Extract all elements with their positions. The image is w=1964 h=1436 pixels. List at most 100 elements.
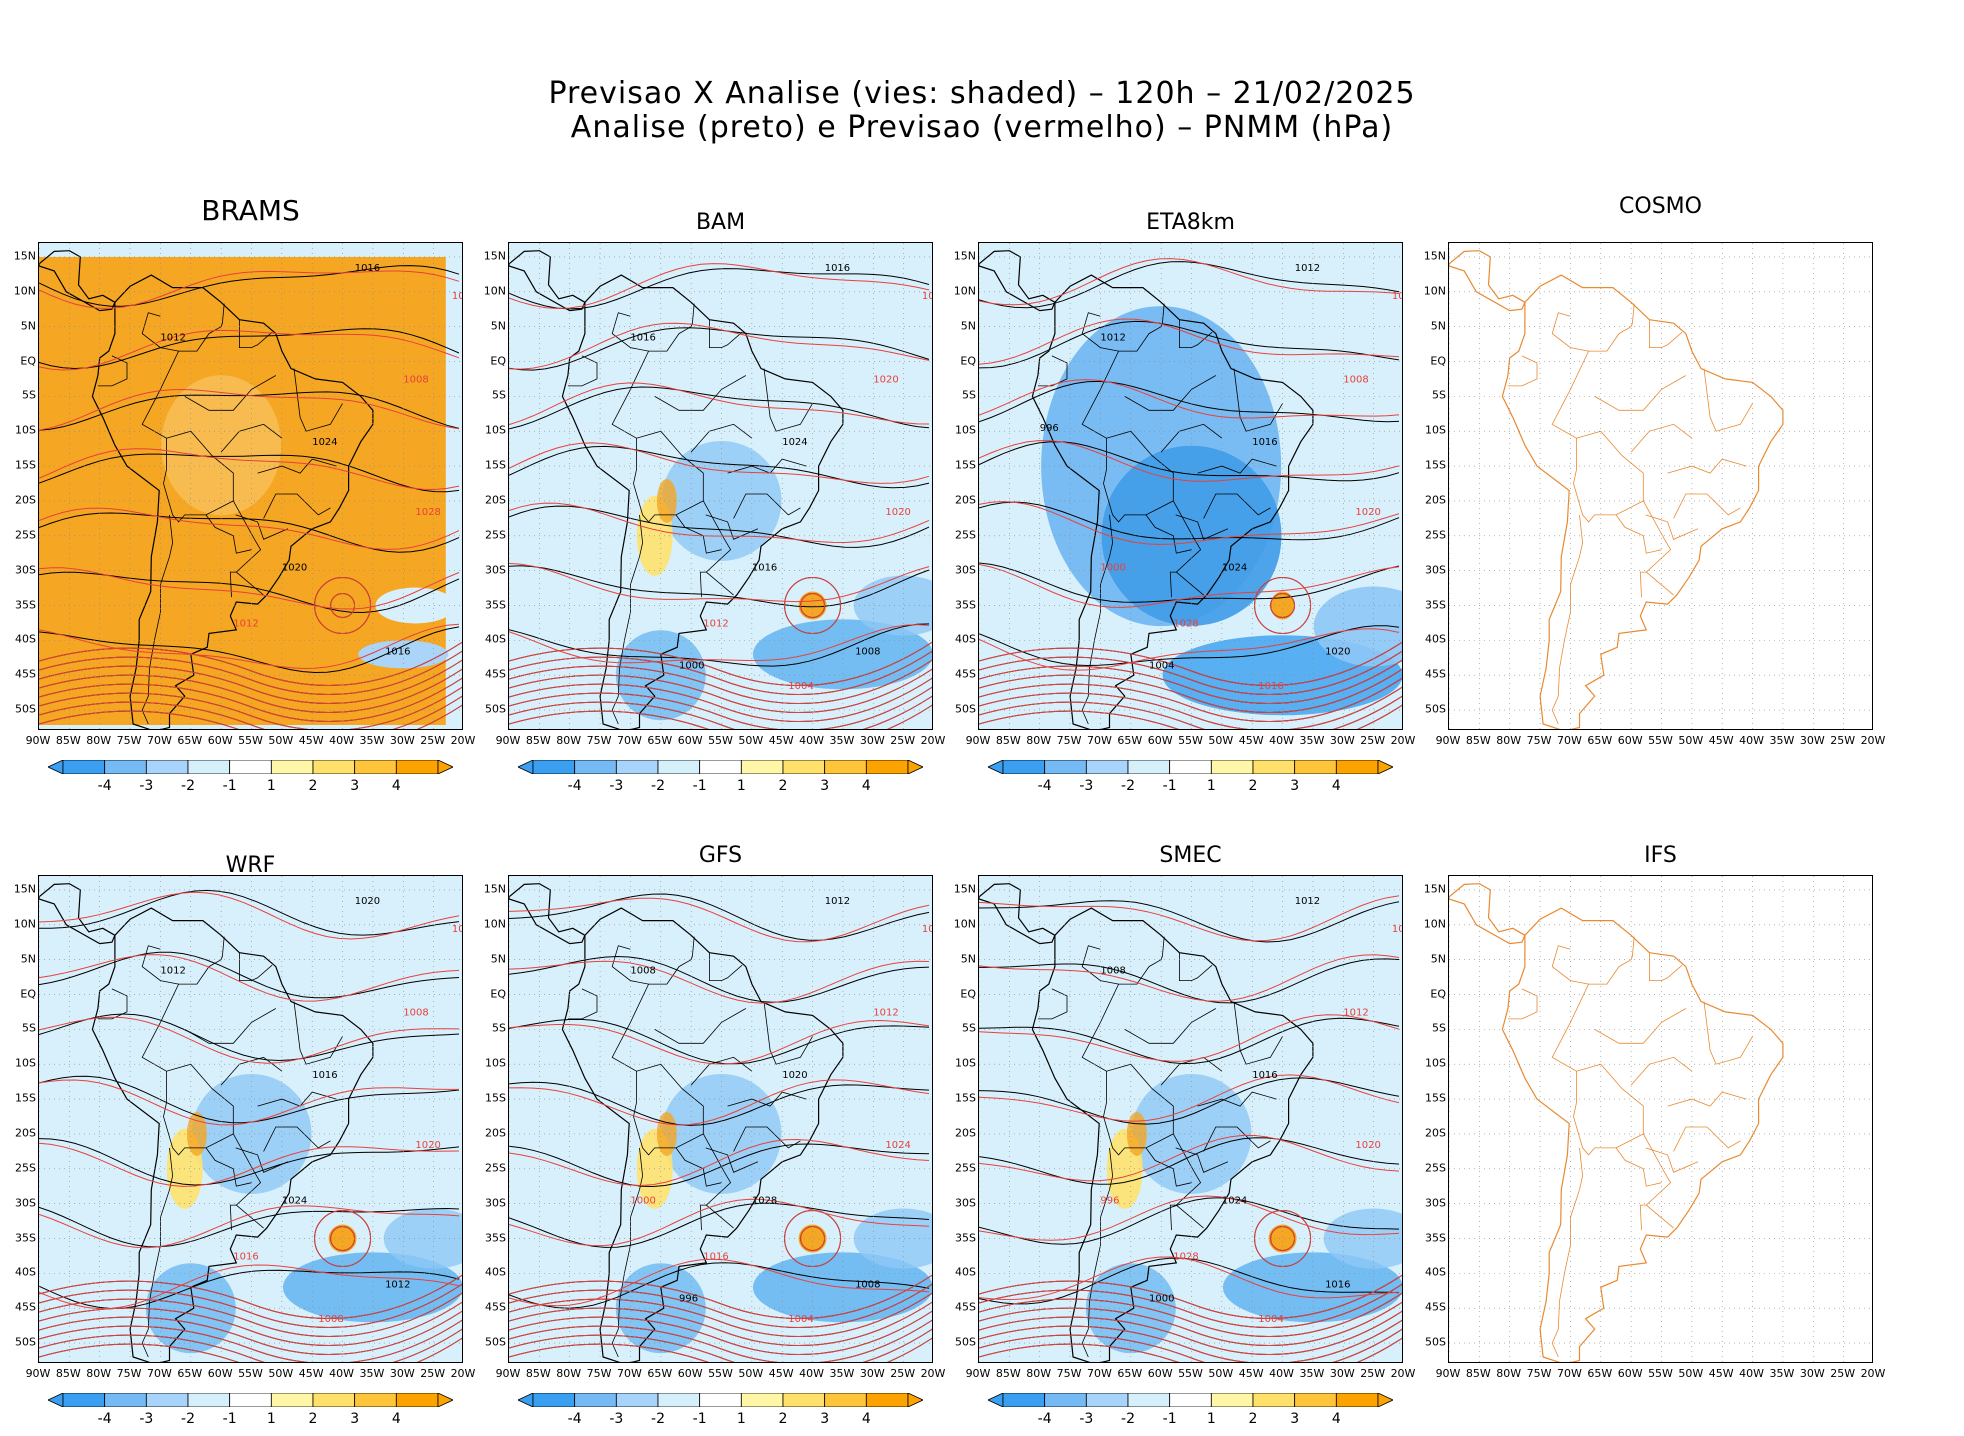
latitude-tick-label: 10N [1423,917,1446,931]
forecast-contours-line [979,1134,1400,1182]
latitude-tick-label: 15S [15,1091,36,1105]
forecast-contours-line [509,322,930,370]
latitude-tick-label: 15N [953,249,976,263]
forecast-contours-line [39,954,460,1002]
latitude-tick-label: 50S [1425,1335,1446,1349]
country-border [1507,355,1538,387]
colorbar-label: 4 [861,778,871,794]
longitude-tick-label: 30W [859,1367,885,1380]
bias-patch [375,587,456,624]
country-border [654,375,746,411]
longitude-tick-label: 90W [1435,1367,1461,1380]
colorbar-label: 3 [1290,778,1300,794]
latitude-tick-label: EQ [960,354,976,367]
country-border [1630,303,1635,327]
country-border [1630,423,1693,453]
longitude-tick-label: 35W [1769,734,1795,747]
latitude-axis: 15N 10N 5N EQ 5S 10S 15S 20S 25S 30S 35S 40S 45S 50S [472,242,506,730]
country-border [1081,1147,1114,1358]
contour-value-label: 1028 [1173,618,1198,629]
forecast-contours-line [39,650,462,696]
forecast-contours-line [979,1074,1400,1122]
country-border [1203,493,1271,519]
colorbar-label: 3 [1290,1411,1300,1427]
country-border [1645,1147,1699,1173]
country-border [1673,493,1741,519]
forecast-contours-line [39,641,462,687]
contour-value-label: 1008 [403,374,428,385]
longitude-tick-label: 80W [556,1367,582,1380]
contour-value-label: 1016 [452,924,463,935]
contour-value-label: 1008 [318,1314,343,1325]
longitude-tick-label: 65W [177,734,203,747]
forecast-contours-line [979,686,1402,729]
lat-lon-grid [979,876,1402,1362]
country-border [727,1091,807,1107]
colorbar-segment [699,1393,742,1407]
bias-patch [383,1208,462,1269]
colorbar-segment [104,760,147,774]
longitude-tick-label: 70W [1086,734,1112,747]
forecast-contours-line [979,659,1402,705]
forecast-contours-line [509,1292,932,1338]
longitude-tick-label: 70W [616,1367,642,1380]
forecast-contours-line [979,695,1402,729]
analysis-contours-line [979,900,1400,943]
forecast-contours-line [39,695,462,729]
longitude-axis: 90W 85W 80W 75W 70W 65W 60W 55W 50W 45W 40W 35W 30W 2… [26,734,476,748]
forecast-contours-line [979,1319,1402,1362]
forecast-contours-line [509,1310,932,1356]
colorbar-segment [354,760,397,774]
longitude-tick-label: 65W [1117,734,1143,747]
contour-value-label: 1000 [630,1196,655,1207]
panel-title-wrf: WRF [225,853,276,878]
country-border [141,326,264,596]
colorbar-label: -1 [692,778,707,794]
country-border [690,303,695,327]
colorbar-segment [187,1393,231,1407]
longitude-tick-label: 20W [920,1367,946,1380]
contour-value-label: 1004 [1149,660,1174,671]
longitude-tick-label: 35W [829,1367,855,1380]
latitude-tick-label: 10S [485,423,506,437]
latitude-tick-label: 5N [20,952,36,966]
analysis-contours-line [509,565,930,608]
analysis-contours-line [509,1143,930,1188]
colorbar-label: 2 [778,778,788,794]
forecast-contours-line [509,897,930,943]
forecast-contours-line [979,379,1400,419]
latitude-tick-label: 15N [1423,882,1446,896]
colorbar-segment [699,760,742,774]
country-border [611,514,644,725]
latitude-tick-label: 20S [1425,1126,1446,1140]
contour-value-label: 1008 [403,1007,428,1018]
contour-value-label: 1012 [160,333,185,344]
longitude-tick-label: 90W [1435,734,1461,747]
colorbar-label: 2 [308,1411,318,1427]
longitude-tick-label: 25W [1830,1367,1856,1380]
latitude-tick-label: 5S [22,388,36,402]
latitude-tick-label: 15S [485,458,506,472]
forecast-contours-line [979,1014,1400,1062]
contour-value-label: 1004 [788,681,813,692]
colorbar-segment [1294,760,1337,774]
colorbar-segment [740,760,784,774]
colorbar-segment [740,1393,784,1407]
country-border [235,514,289,540]
longitude-tick-label: 85W [525,734,551,747]
colorbar-label: -4 [567,1411,582,1427]
country-border [1124,1008,1216,1044]
colorbar-label: 2 [1248,1411,1258,1427]
colorbar-segment [229,1393,272,1407]
latitude-tick-label: 50S [485,702,506,716]
forecast-contours-line [979,1310,1402,1356]
analysis-contours-line [509,955,930,1003]
longitude-tick-label: 45W [298,1367,324,1380]
longitude-tick-label: 85W [1465,734,1491,747]
central-america-outline [39,883,116,945]
longitude-tick-label: 85W [525,1367,551,1380]
longitude-tick-label: 60W [1617,734,1643,747]
contour-value-label: 1012 [825,896,850,907]
colorbar-label: -4 [97,1411,112,1427]
forecast-contours-line [509,704,932,729]
